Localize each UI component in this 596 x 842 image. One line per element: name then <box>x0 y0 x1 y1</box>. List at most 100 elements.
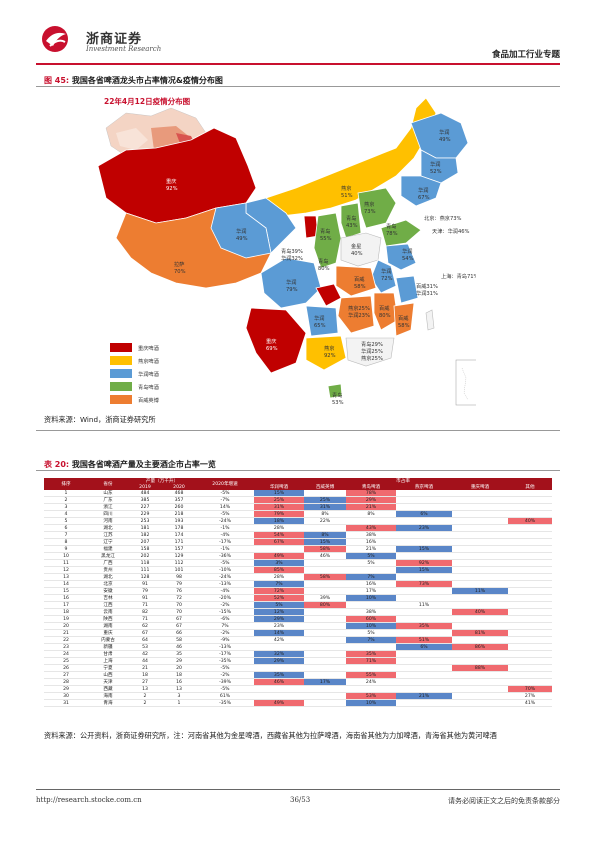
table-cell: 129 <box>162 552 197 561</box>
table-cell: 2 <box>44 496 88 505</box>
svg-text:72%: 72% <box>381 276 393 282</box>
table-cell <box>396 517 453 526</box>
table-cell: 158 <box>128 545 162 554</box>
table-cell: 6% <box>396 510 453 519</box>
table-cell <box>452 496 509 505</box>
table-cell: 贵州 <box>88 566 128 575</box>
table-cell: 4 <box>44 510 88 519</box>
table-cell: 31% <box>254 503 305 512</box>
table-cell <box>452 650 509 659</box>
table-cell: 17% <box>304 678 347 687</box>
table-cell: 1 <box>44 490 88 498</box>
table-cell <box>508 524 553 533</box>
table-cell: 辽宁 <box>88 538 128 547</box>
table-row: 20 湖南 62 67 7% 23% 10% 35% <box>44 622 553 631</box>
table-cell <box>396 594 453 603</box>
table-cell: -5% <box>196 559 255 568</box>
svg-text:92%: 92% <box>324 353 336 359</box>
table-cell: 8% <box>304 510 347 519</box>
table-cell: 39% <box>304 594 347 603</box>
table-cell <box>452 580 509 589</box>
table-cell: 260 <box>162 503 197 512</box>
table-cell: 81% <box>452 629 509 638</box>
table-cell: -17% <box>196 650 255 659</box>
col-group-production: 产量（万千升） <box>128 478 197 484</box>
table-cell: 55% <box>346 671 397 680</box>
table-cell <box>452 538 509 547</box>
svg-text:华润25%: 华润25% <box>361 347 383 355</box>
svg-text:百威: 百威 <box>354 275 365 283</box>
table-cell <box>508 538 553 547</box>
south-china-sea-inset <box>455 359 479 406</box>
footer-url[interactable]: http://research.stocke.com.cn <box>36 796 142 804</box>
table-cell: 10% <box>346 622 397 631</box>
table-cell: 天津 <box>88 678 128 687</box>
table-cell: 8% <box>304 531 347 540</box>
table-title-text: 我国各省啤酒产量及主要酒企市占率一览 <box>71 460 216 469</box>
table-cell: 60% <box>346 615 397 624</box>
table-cell: 67% <box>254 538 305 547</box>
svg-text:52%: 52% <box>430 169 442 175</box>
label-xinjiang: 重庆 <box>166 177 176 185</box>
table-cell <box>452 559 509 568</box>
svg-text:49%: 49% <box>236 236 248 242</box>
table-cell: 青海 <box>88 699 128 708</box>
table-row: 28 天津 27 16 -39% 46% 17% 24% <box>44 678 553 687</box>
svg-text:53%: 53% <box>332 400 344 406</box>
table-cell: 92% <box>396 559 453 568</box>
table-cell: 2 <box>128 699 162 708</box>
table-cell: 61% <box>196 692 255 701</box>
table-cell: 86% <box>452 643 509 652</box>
table-cell <box>396 650 453 659</box>
table-cell <box>396 699 453 708</box>
table-cell: 上海 <box>88 657 128 666</box>
table-cell: 88% <box>452 664 509 673</box>
table-cell: 35% <box>346 650 397 659</box>
table-cell <box>508 531 553 540</box>
logo-chinese-name: 浙商证券 <box>86 32 143 47</box>
table-cell: 22 <box>44 636 88 645</box>
table-cell: 10 <box>44 552 88 561</box>
col-huarun: 华润啤酒 <box>254 484 305 490</box>
legend-qingdao: 青岛啤酒 <box>138 383 159 391</box>
table-row: 10 黑龙江 202 129 -36% 49% 46% 5% <box>44 552 553 561</box>
table-cell <box>304 566 347 575</box>
svg-text:92%: 92% <box>166 186 178 192</box>
table-cell <box>452 531 509 540</box>
table-cell: 3% <box>254 559 305 568</box>
table-cell: -39% <box>196 678 255 687</box>
svg-text:华润31%: 华润31% <box>416 289 438 297</box>
table-cell: 85% <box>254 566 305 575</box>
col-budweiser: 百威英博 <box>304 484 347 490</box>
table-cell: 19 <box>44 615 88 624</box>
table-cell <box>396 490 453 498</box>
table-cell <box>508 615 553 624</box>
table-cell: 29% <box>254 615 305 624</box>
region-taiwan <box>425 309 435 331</box>
table-cell: 52% <box>254 594 305 603</box>
svg-text:73%: 73% <box>364 209 376 215</box>
region-fujian <box>393 302 415 337</box>
table-cell <box>508 573 553 582</box>
col-other: 其他 <box>508 484 553 490</box>
svg-text:58%: 58% <box>354 284 366 290</box>
table-cell <box>508 678 553 687</box>
table-cell <box>452 657 509 666</box>
table-cell: 15% <box>396 545 453 554</box>
region-guangxi <box>305 335 347 371</box>
svg-text:燕京25%: 燕京25% <box>361 354 383 362</box>
table-cell: 82 <box>128 608 162 617</box>
table-cell: 31% <box>304 503 347 512</box>
table-cell: 5% <box>346 552 397 561</box>
table-row: 14 北京 91 79 -13% 7% 16% 73% <box>44 580 553 589</box>
svg-text:华润: 华润 <box>418 186 428 194</box>
table-cell <box>346 517 397 526</box>
table-cell <box>304 524 347 533</box>
table-row: 8 辽宁 207 171 -17% 67% 15% 16% <box>44 538 553 547</box>
table-cell: -4% <box>196 531 255 540</box>
table-cell: 2 <box>128 692 162 701</box>
table-cell: 46% <box>254 678 305 687</box>
table-cell: 38% <box>346 608 397 617</box>
table-cell <box>304 490 347 498</box>
table-cell: 40% <box>452 608 509 617</box>
